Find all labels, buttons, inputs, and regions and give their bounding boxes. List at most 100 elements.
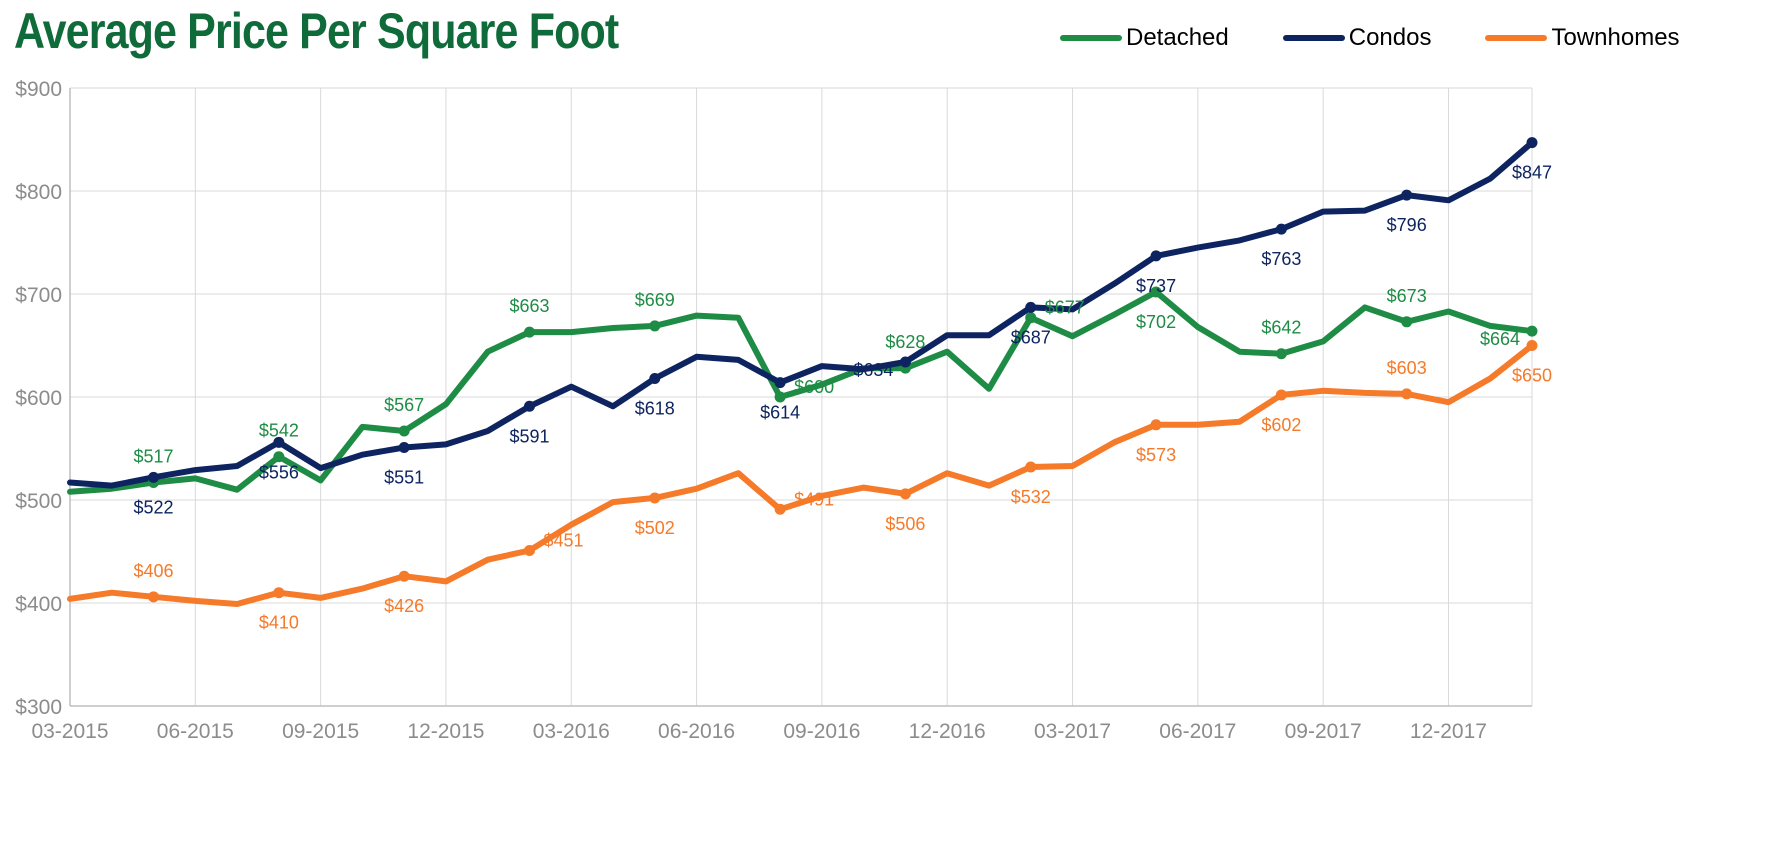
data-point-townhomes: [273, 587, 285, 599]
x-tick-label: 06-2015: [157, 720, 234, 743]
legend-label-detached: Detached: [1126, 24, 1229, 51]
x-tick-label: 09-2017: [1285, 720, 1362, 743]
x-tick-label: 03-2015: [31, 720, 108, 743]
chart-title: Average Price Per Square Foot: [14, 3, 619, 59]
legend-item-condos: Condos: [1282, 24, 1432, 52]
data-point-townhomes: [148, 591, 160, 603]
data-label-condos: $796: [1387, 215, 1427, 235]
data-point-condos: [899, 356, 911, 368]
data-label-detached: $517: [134, 446, 174, 466]
data-point-townhomes: [1526, 340, 1538, 351]
legend-swatch-townhomes: [1485, 35, 1548, 41]
data-point-detached: [1275, 348, 1287, 360]
data-point-detached: [523, 326, 535, 338]
data-point-townhomes: [523, 544, 535, 556]
legend-item-townhomes: Townhomes: [1485, 24, 1680, 52]
data-label-condos: $591: [509, 426, 549, 446]
y-tick-label: $700: [15, 284, 62, 307]
data-label-condos: $522: [134, 497, 174, 517]
data-point-condos: [1025, 301, 1037, 313]
data-point-detached: [774, 391, 786, 403]
data-label-detached: $663: [509, 296, 549, 316]
data-label-townhomes: $602: [1261, 415, 1301, 435]
data-label-condos: $614: [760, 403, 800, 423]
data-point-detached: [1526, 325, 1538, 337]
x-tick-label: 03-2017: [1034, 720, 1111, 743]
data-point-condos: [1150, 250, 1162, 262]
data-label-detached: $542: [259, 421, 299, 441]
data-point-condos: [523, 400, 535, 412]
data-point-detached: [398, 425, 410, 437]
data-label-detached: $677: [1045, 298, 1085, 318]
data-label-detached: $702: [1136, 312, 1176, 332]
y-tick-label: $800: [15, 181, 62, 204]
series-line-detached: [67, 288, 1535, 495]
series-line-condos: [67, 139, 1535, 489]
data-point-condos: [398, 441, 410, 453]
data-label-detached: $642: [1261, 318, 1301, 338]
data-label-detached: $669: [635, 290, 675, 310]
data-point-condos: [774, 377, 786, 389]
x-tick-label: 06-2016: [658, 720, 735, 743]
data-point-townhomes: [1025, 461, 1037, 473]
legend-item-detached: Detached: [1060, 24, 1229, 52]
data-label-condos: $634: [853, 360, 893, 380]
y-tick-label: $600: [15, 387, 62, 410]
data-label-condos: $687: [1011, 327, 1051, 347]
data-point-condos: [649, 372, 661, 384]
data-label-detached: $600: [794, 377, 834, 397]
data-point-townhomes: [774, 503, 786, 515]
y-tick-label: $400: [15, 593, 62, 616]
data-label-townhomes: $426: [384, 596, 424, 616]
data-point-townhomes: [1275, 389, 1287, 401]
x-tick-label: 12-2016: [909, 720, 986, 743]
x-tick-label: 09-2015: [282, 720, 359, 743]
data-point-condos: [1275, 223, 1287, 235]
data-label-condos: $551: [384, 467, 424, 487]
data-label-townhomes: $410: [259, 613, 299, 633]
data-label-condos: $763: [1261, 249, 1301, 269]
data-label-condos: $556: [259, 462, 299, 482]
x-tick-label: 03-2016: [533, 720, 610, 743]
series-line-townhomes: [67, 342, 1535, 607]
x-tick-label: 09-2016: [783, 720, 860, 743]
data-label-townhomes: $502: [635, 518, 675, 538]
data-label-condos: $847: [1512, 163, 1552, 183]
data-point-detached: [1401, 316, 1413, 328]
data-point-detached: [649, 320, 661, 332]
y-tick-label: $900: [15, 78, 62, 101]
data-label-detached: $664: [1480, 329, 1520, 349]
data-point-detached: [273, 451, 285, 463]
data-point-detached: [1150, 286, 1162, 298]
data-point-condos: [1401, 189, 1413, 201]
legend: Detached Condos Townhomes: [1060, 24, 1734, 52]
data-point-condos: [148, 471, 160, 483]
data-label-townhomes: $406: [134, 561, 174, 581]
data-label-townhomes: $650: [1512, 366, 1552, 386]
data-point-condos: [273, 436, 285, 448]
legend-label-condos: Condos: [1348, 24, 1432, 51]
x-tick-label: 12-2015: [407, 720, 484, 743]
data-label-townhomes: $573: [1136, 445, 1176, 465]
y-tick-label: $500: [15, 490, 62, 513]
data-label-condos: $737: [1136, 276, 1176, 296]
data-point-townhomes: [899, 488, 911, 500]
data-label-townhomes: $451: [543, 530, 583, 550]
data-point-townhomes: [1150, 419, 1162, 431]
data-point-townhomes: [649, 492, 661, 504]
data-label-condos: $618: [635, 398, 675, 418]
data-point-detached: [1025, 312, 1037, 324]
data-label-townhomes: $491: [794, 489, 834, 509]
data-label-townhomes: $506: [885, 514, 925, 534]
data-point-townhomes: [1401, 388, 1413, 400]
x-tick-label: 06-2017: [1159, 720, 1236, 743]
data-label-detached: $628: [885, 332, 925, 352]
legend-label-townhomes: Townhomes: [1551, 24, 1680, 51]
data-label-townhomes: $532: [1011, 487, 1051, 507]
x-tick-label: 12-2017: [1410, 720, 1487, 743]
data-label-detached: $567: [384, 395, 424, 415]
legend-swatch-detached: [1060, 35, 1122, 41]
data-point-condos: [1526, 137, 1538, 149]
